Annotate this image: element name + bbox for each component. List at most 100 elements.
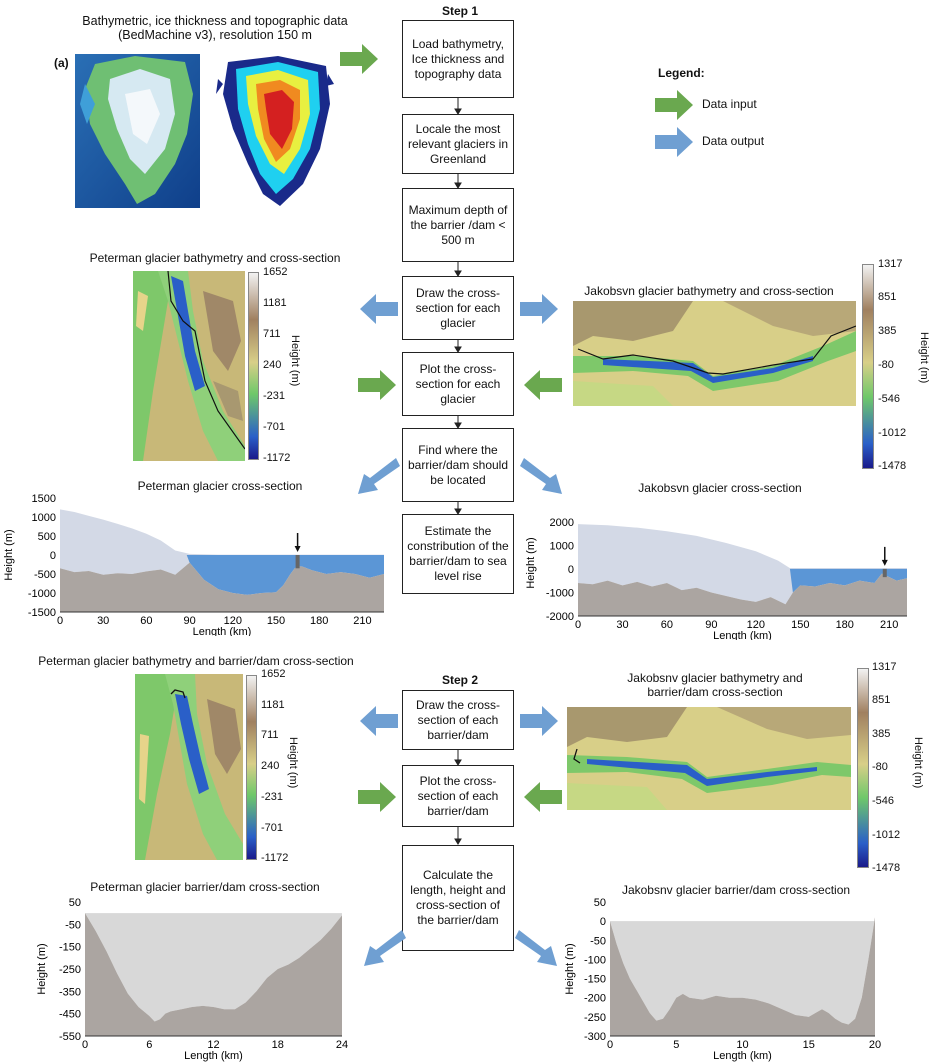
- draw-cross-section-box: Draw the cross-section for each glacier: [402, 276, 514, 340]
- peterman-colorbar2: [246, 675, 257, 860]
- y-tick-label: -550: [59, 1031, 81, 1043]
- jakob-map2-title: Jakobsnv glacier bathymetry and barrier/…: [575, 671, 855, 699]
- calculate-barrier-box: Calculate the length, height and cross-s…: [402, 845, 514, 951]
- x-tick-label: 120: [747, 619, 765, 631]
- bed-series: [578, 573, 907, 616]
- x-tick-label: 0: [57, 615, 63, 627]
- x-tick-label: 6: [146, 1039, 152, 1051]
- data-source-line1: Bathymetric, ice thickness and topograph…: [82, 14, 348, 28]
- peterman-cbar2-tick-5: -701: [261, 822, 284, 834]
- peterman-cbar2-tick-4: -231: [261, 791, 284, 803]
- step1-label: Step 1: [441, 4, 478, 18]
- locate-glaciers-box: Locale the most relevant glaciers in Gre…: [402, 114, 514, 174]
- x-tick-label: 120: [224, 615, 242, 627]
- peterman-cross-section-chart: 0 30 60 90 120 150 180 210 1500 1000 500 0 -500 -1000…: [3, 493, 384, 636]
- x-tick-label: 18: [272, 1039, 284, 1051]
- peterman-colorbar1: [248, 272, 259, 460]
- jakob-cbar1-tick-4: -546: [878, 393, 901, 405]
- data-output-legend-icon: [655, 127, 693, 157]
- y-tick-label: -50: [65, 919, 81, 931]
- data-source-title: Bathymetric, ice thickness and topograph…: [55, 14, 375, 42]
- jakob-cbar1-tick-3: -80: [878, 359, 894, 371]
- y-tick-label: 500: [38, 531, 56, 543]
- jakob-bathymetry-map: [573, 301, 856, 406]
- peterman-cbar2-tick-3: 240: [261, 760, 280, 772]
- peterman-map1-title: Peterman glacier bathymetry and cross-se…: [89, 251, 341, 265]
- peterman-bathymetry-map: [133, 271, 245, 461]
- x-tick-label: 90: [705, 619, 717, 631]
- peterman-barrier-chart: 0 6 12 18 24 50 -50 -150 -250 -350 -450 -550 Length …: [36, 897, 348, 1062]
- y-tick-label: -500: [34, 569, 56, 581]
- jakob-cbar2-tick-5: -1012: [872, 829, 901, 841]
- peterman-cbar2-tick-2: 711: [261, 729, 279, 741]
- peterman-cbar1-tick-6: -1172: [263, 452, 291, 464]
- y-tick-label: 1000: [550, 540, 574, 552]
- bed-series: [85, 913, 342, 1036]
- x-tick-label: 0: [575, 619, 581, 631]
- peterman-cbar1-tick-3: 240: [263, 359, 282, 371]
- y-tick-label: 50: [594, 897, 606, 909]
- jakob-barrier-map: [567, 707, 851, 810]
- x-tick-label: 24: [336, 1039, 348, 1051]
- bed-series: [60, 562, 384, 612]
- panel-label: (a): [54, 56, 69, 70]
- bed-series: [610, 917, 875, 1036]
- x-tick-label: 15: [803, 1039, 815, 1051]
- barrier-arrow-head: [294, 546, 301, 552]
- data-input-legend-icon: [655, 90, 693, 120]
- x-tick-label: 0: [607, 1039, 613, 1051]
- peterman-cbar2-tick-6: -1172: [261, 852, 289, 864]
- y-tick-label: -50: [590, 935, 606, 947]
- jakob-colorbar2: [857, 668, 869, 868]
- jakob-cbar2-tick-3: -80: [872, 761, 888, 773]
- jakob-cbar1-tick-5: -1012: [878, 427, 907, 439]
- y-tick-label: -150: [59, 942, 81, 954]
- input-arrow-top: [340, 44, 378, 74]
- peterman-map2-title: Peterman glacier bathymetry and barrier/…: [38, 654, 354, 668]
- x-axis-label: Length (km): [713, 1050, 772, 1062]
- output-arrow-downright-calc: [515, 930, 557, 966]
- x-axis-label: Length (km): [713, 630, 772, 640]
- output-arrow-left-draw2: [360, 706, 398, 736]
- input-arrow-right-plot2: [524, 782, 562, 812]
- jakob-colorbar1: [862, 264, 874, 469]
- y-tick-label: 2000: [550, 517, 574, 529]
- peterman-cbar1-tick-5: -701: [263, 421, 286, 433]
- x-tick-label: 12: [207, 1039, 219, 1051]
- y-axis-label: Height (m): [36, 943, 48, 994]
- output-arrow-downright-find: [520, 458, 562, 494]
- x-tick-label: 0: [82, 1039, 88, 1051]
- jakob-cbar1-tick-1: 851: [878, 291, 897, 303]
- estimate-contribution-box: Estimate the constribution of the barrie…: [402, 514, 514, 594]
- find-barrier-box: Find where the barrier/dam should be loc…: [402, 428, 514, 502]
- plot-cross-section-box: Plot the cross-section for each glacier: [402, 352, 514, 416]
- y-tick-label: 50: [69, 897, 81, 909]
- draw-barrier-cross-section-box: Draw the cross-section of each barrier/d…: [402, 690, 514, 750]
- y-tick-label: 1500: [32, 493, 56, 505]
- input-arrow-left-plot1: [358, 370, 396, 400]
- jakob-cbar2-tick-0: 1317: [872, 661, 897, 673]
- x-tick-label: 20: [869, 1039, 881, 1051]
- peterman-cbar1-tick-1: 1181: [263, 297, 287, 309]
- output-arrow-left-draw1: [360, 294, 398, 324]
- x-tick-label: 10: [736, 1039, 748, 1051]
- y-tick-label: 0: [600, 916, 606, 928]
- chart1-title: Peterman glacier cross-section: [137, 479, 303, 493]
- y-tick-label: 1000: [32, 512, 56, 524]
- chart3-title: Peterman glacier barrier/dam cross-secti…: [90, 880, 320, 894]
- y-axis-label: Height (m): [564, 943, 576, 994]
- peterman-cbar2-tick-0: 1652: [261, 668, 286, 680]
- x-tick-label: 210: [880, 619, 898, 631]
- legend-title: Legend:: [658, 66, 705, 80]
- barrier-arrow-head: [881, 559, 888, 566]
- peterman-cbar2-tick-1: 1181: [261, 699, 285, 711]
- y-tick-label: -1000: [28, 588, 56, 600]
- x-axis-label: Length (km): [193, 626, 252, 636]
- plot-barrier-cross-section-box: Plot the cross-section of each barrier/d…: [402, 765, 514, 827]
- data-output-legend-label: Data output: [702, 134, 765, 148]
- greenland-ice-thickness-map: [208, 54, 336, 208]
- x-tick-label: 210: [353, 615, 371, 627]
- step1-connectors: [454, 98, 462, 515]
- water-series: [789, 568, 907, 593]
- y-tick-label: -100: [584, 954, 606, 966]
